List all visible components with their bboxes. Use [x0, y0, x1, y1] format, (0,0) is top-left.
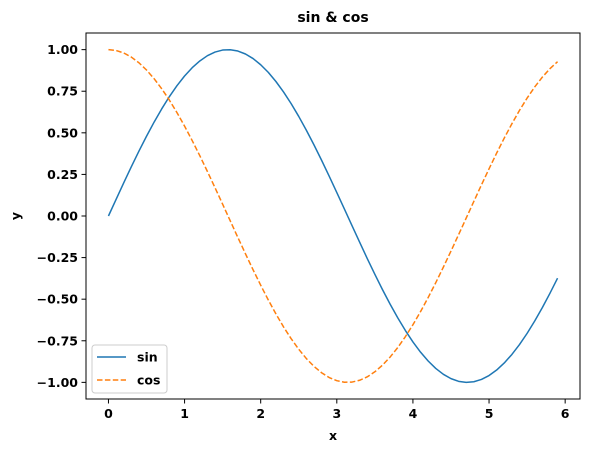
legend-label-cos: cos: [137, 373, 160, 388]
series-cos-line: [108, 48, 559, 383]
x-tick-label: 3: [332, 406, 341, 421]
x-axis: 0 1 2 3 4 5 6: [104, 399, 570, 421]
legend-label-sin: sin: [137, 350, 158, 365]
y-axis: 1.00 0.75 0.50 0.25 0.00 −0.25 −0.50 −0.75 −1.00: [37, 42, 86, 390]
chart-title: sin & cos: [297, 10, 368, 26]
y-tick-label: 0.25: [47, 167, 78, 182]
series-sin-line: [107, 48, 559, 384]
series-layer: [107, 48, 559, 384]
x-tick-label: 6: [561, 406, 570, 421]
y-tick-label: −0.25: [37, 250, 78, 265]
y-axis-label: y: [8, 212, 23, 220]
x-tick-label: 0: [104, 406, 113, 421]
x-tick-label: 2: [256, 406, 265, 421]
y-tick-label: 0.50: [47, 125, 78, 140]
y-tick-label: −0.50: [37, 292, 79, 307]
x-axis-label: x: [329, 428, 337, 443]
y-tick-label: −0.75: [37, 333, 78, 348]
x-tick-label: 4: [409, 406, 418, 421]
plot-frame: [85, 32, 581, 400]
y-tick-label: 0.00: [47, 209, 78, 224]
x-tick-label: 5: [485, 406, 494, 421]
y-tick-label: −1.00: [37, 375, 79, 390]
y-tick-label: 0.75: [47, 84, 78, 99]
legend: sin cos: [91, 344, 168, 394]
x-tick-label: 1: [180, 406, 189, 421]
y-tick-label: 1.00: [47, 42, 78, 57]
